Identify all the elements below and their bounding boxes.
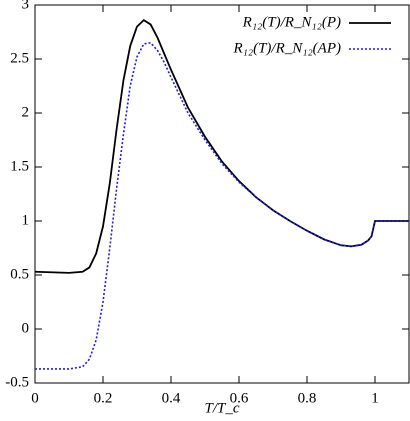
series-line	[35, 41, 409, 370]
y-tick-label: 2.5	[10, 50, 29, 66]
y-tick-label: 2	[22, 104, 30, 120]
plot-frame	[34, 4, 410, 384]
y-tick-label: 1	[22, 212, 30, 228]
legend-label: R₁₂(T)/R_N₁₂(P)	[242, 14, 341, 30]
legend-label: R₁₂(T)/R_N₁₂(AP)	[232, 40, 341, 56]
y-tick-label: 1.5	[10, 158, 29, 174]
y-tick-label: 3	[22, 0, 30, 12]
x-tick-label: 0.2	[94, 390, 113, 406]
x-tick-label: 0.8	[298, 390, 317, 406]
y-tick-label: 0	[22, 320, 30, 336]
x-axis-label: T/T_c	[204, 400, 239, 416]
x-tick-label: 0.6	[230, 390, 249, 406]
x-tick-label: 0	[31, 390, 39, 406]
x-tick-label: 1	[371, 390, 379, 406]
series-line	[34, 18, 409, 274]
y-tick-label: 0.5	[10, 266, 29, 282]
y-tick-label: -0.5	[5, 374, 29, 390]
x-tick-label: 0.4	[162, 390, 181, 406]
